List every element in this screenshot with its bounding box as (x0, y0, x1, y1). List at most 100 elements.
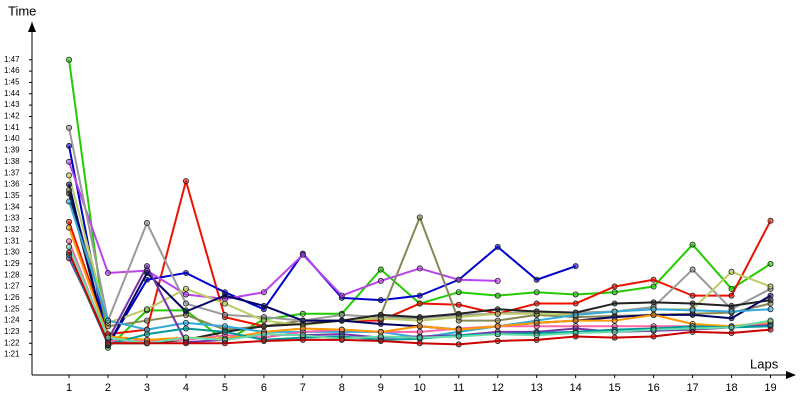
point (416, 214, 423, 221)
point (221, 340, 228, 347)
point (611, 317, 618, 324)
y-tick-label: 1:47 (4, 55, 20, 64)
point (728, 315, 735, 322)
point (143, 276, 150, 283)
x-tick-label: 16 (647, 382, 659, 394)
point (689, 328, 696, 335)
point (182, 178, 189, 185)
point (494, 317, 501, 324)
y-tick-label: 1:22 (4, 338, 20, 347)
point (299, 336, 306, 343)
point (533, 319, 540, 326)
x-tick-label: 12 (492, 382, 504, 394)
point (494, 243, 501, 250)
point (455, 301, 462, 308)
point (66, 181, 73, 188)
point (650, 306, 657, 313)
point (338, 292, 345, 299)
point (66, 56, 73, 63)
point (182, 334, 189, 341)
point (650, 326, 657, 333)
point (572, 311, 579, 318)
point (767, 317, 774, 324)
point (494, 337, 501, 344)
point (377, 297, 384, 304)
point (689, 292, 696, 299)
point (182, 269, 189, 276)
point (416, 265, 423, 272)
x-tick-label: 17 (686, 382, 698, 394)
point (66, 198, 73, 205)
point (143, 340, 150, 347)
y-tick-label: 1:40 (4, 134, 20, 143)
point (533, 336, 540, 343)
point (572, 291, 579, 298)
point (416, 334, 423, 341)
point (338, 311, 345, 318)
x-tick-label: 1 (66, 382, 72, 394)
point (221, 292, 228, 299)
point (494, 292, 501, 299)
point (221, 311, 228, 318)
point (221, 323, 228, 330)
x-tick-label: 15 (609, 382, 621, 394)
x-tick-label: 10 (414, 382, 426, 394)
y-tick-label: 1:24 (4, 316, 20, 325)
point (299, 310, 306, 317)
point (260, 337, 267, 344)
point (260, 289, 267, 296)
point (66, 224, 73, 231)
point (455, 310, 462, 317)
point (377, 277, 384, 284)
point (728, 292, 735, 299)
point (494, 306, 501, 313)
y-tick-label: 1:28 (4, 270, 20, 279)
point (650, 283, 657, 290)
point (611, 283, 618, 290)
point (611, 328, 618, 335)
point (104, 269, 111, 276)
point (66, 190, 73, 197)
x-tick-label: 9 (378, 382, 384, 394)
point (143, 269, 150, 276)
y-axis-label: Time (8, 3, 36, 18)
point (689, 266, 696, 273)
y-tick-label: 1:39 (4, 146, 20, 155)
point (455, 341, 462, 348)
point (455, 289, 462, 296)
point (728, 302, 735, 309)
point (377, 266, 384, 273)
point (182, 308, 189, 315)
point (650, 299, 657, 306)
point (728, 308, 735, 315)
point (104, 334, 111, 341)
point (182, 285, 189, 292)
point (260, 331, 267, 338)
y-axis-arrow (28, 22, 36, 32)
point (260, 302, 267, 309)
point (650, 311, 657, 318)
point (338, 336, 345, 343)
point (66, 218, 73, 225)
point (104, 340, 111, 347)
point (143, 263, 150, 270)
point (533, 300, 540, 307)
point (572, 300, 579, 307)
y-tick-label: 1:26 (4, 293, 20, 302)
point (143, 220, 150, 227)
point (377, 311, 384, 318)
point (611, 289, 618, 296)
y-tick-label: 1:29 (4, 259, 20, 268)
point (299, 251, 306, 258)
point (767, 326, 774, 333)
y-tick-label: 1:45 (4, 78, 20, 87)
point (182, 340, 189, 347)
point (143, 306, 150, 313)
point (66, 124, 73, 131)
x-tick-label: 4 (183, 382, 189, 394)
point (767, 260, 774, 267)
y-tick-label: 1:30 (4, 248, 20, 257)
point (66, 243, 73, 250)
point (66, 158, 73, 165)
